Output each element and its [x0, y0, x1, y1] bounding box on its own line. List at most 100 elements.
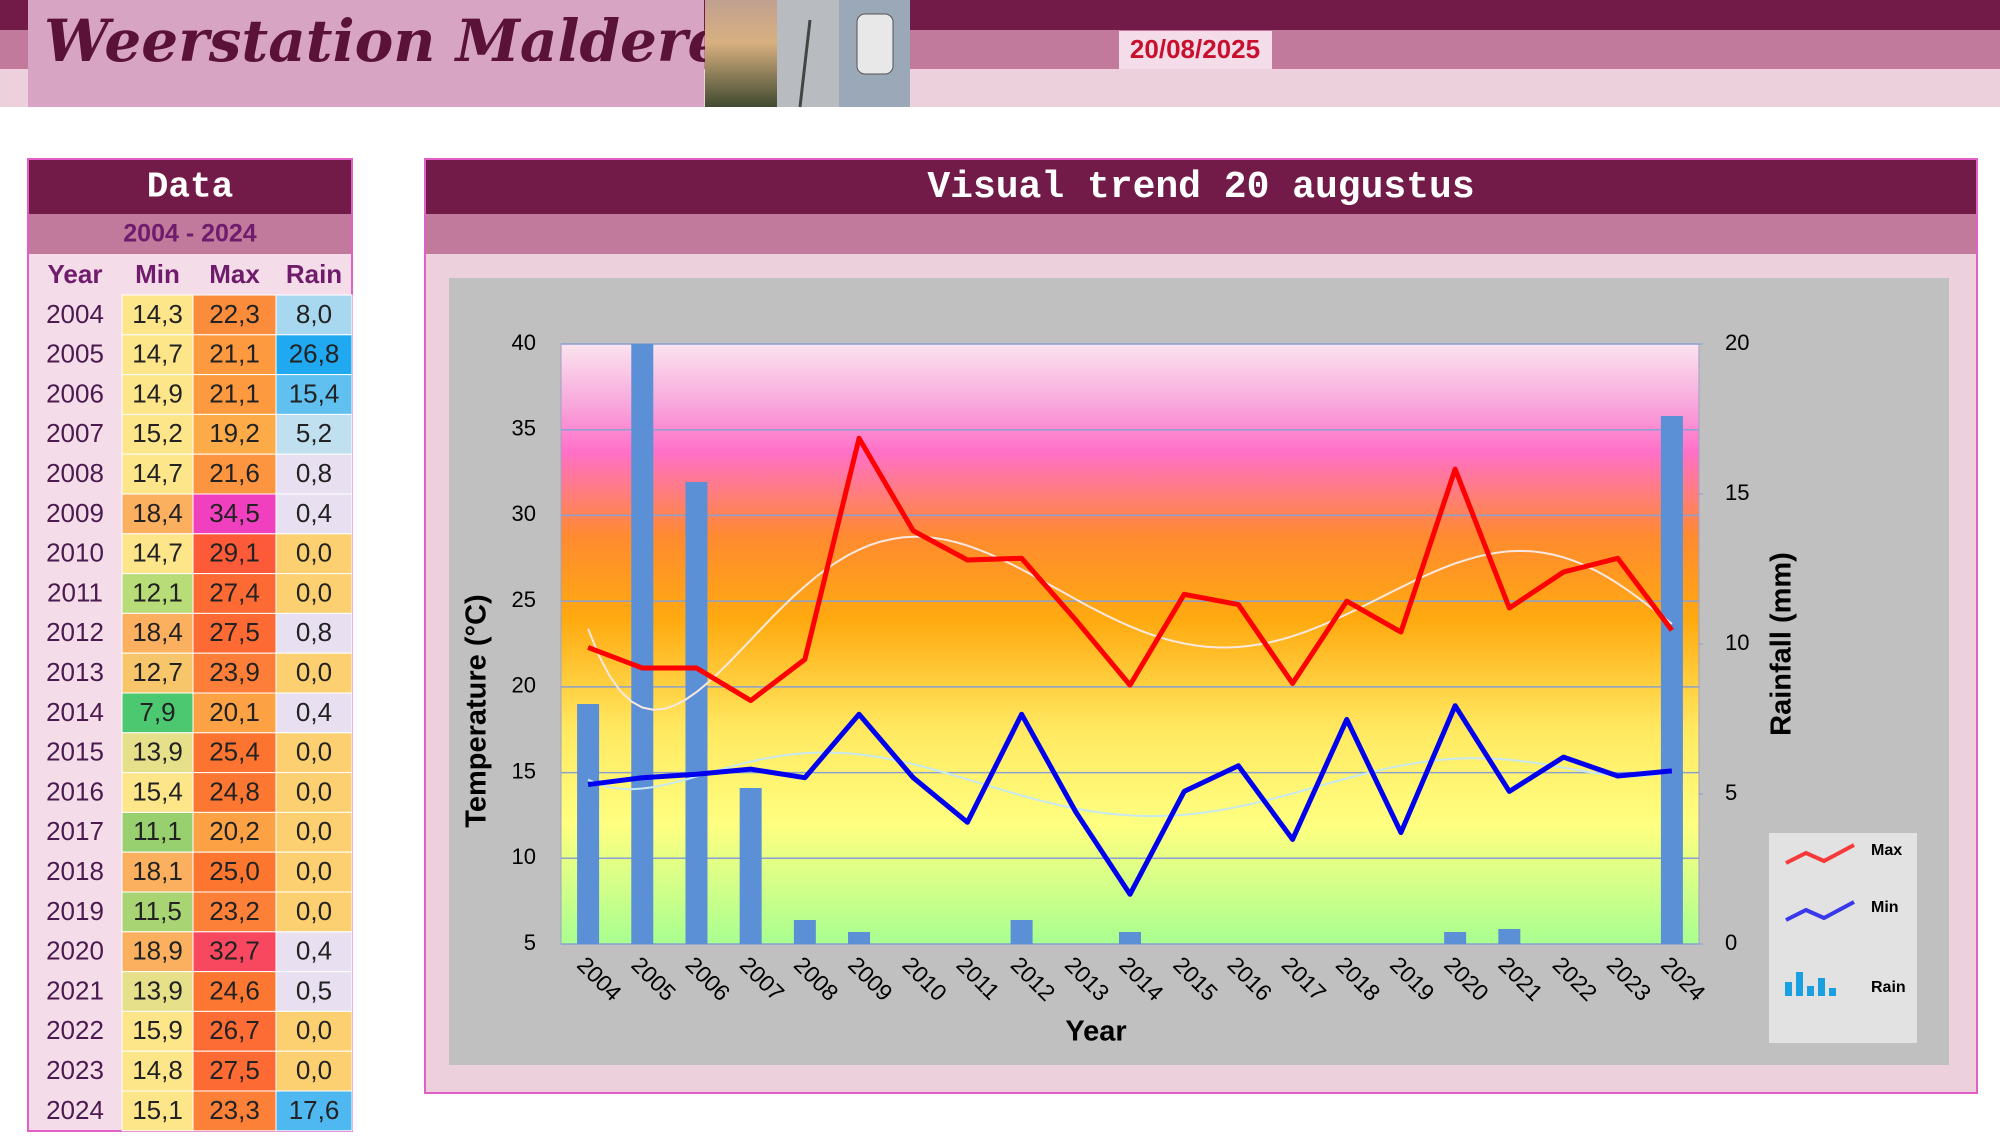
year-cell: 2015: [46, 737, 104, 767]
y-axis-title: Temperature (°C): [461, 594, 493, 827]
year-cell: 2018: [46, 856, 104, 886]
value-cell: 0,0: [296, 856, 332, 886]
value-cell: 23,9: [209, 657, 260, 687]
value-cell: 20,2: [209, 816, 260, 846]
x-axis-title: Year: [1065, 1016, 1126, 1048]
rain-bar: [1010, 920, 1033, 944]
year-cell: 2005: [46, 339, 104, 369]
value-cell: 32,7: [209, 936, 260, 966]
value-cell: 20,1: [209, 697, 260, 727]
table-title-band: [29, 160, 351, 214]
table-cell: [121, 931, 194, 973]
year-cell: 2014: [46, 697, 104, 727]
value-cell: 18,4: [132, 617, 183, 647]
value-cell: 11,1: [133, 816, 182, 846]
year-cell: 2017: [46, 816, 104, 846]
value-cell: 13,9: [132, 737, 183, 767]
rain-bar: [631, 344, 654, 944]
rain-bar: [685, 482, 708, 944]
legend-label: Rain: [1871, 979, 1906, 996]
table-cell: [121, 294, 194, 336]
y-tick-label: 5: [524, 930, 536, 955]
value-cell: 0,0: [296, 538, 332, 568]
value-cell: 0,0: [296, 577, 332, 607]
value-cell: 27,5: [209, 617, 260, 647]
table-cell: [192, 1050, 277, 1092]
y-tick-label: 40: [512, 330, 536, 355]
table-cell: [192, 692, 277, 734]
year-cell: 2024: [46, 1095, 104, 1125]
rain-bar: [577, 704, 600, 944]
value-cell: 17,6: [289, 1095, 340, 1125]
value-cell: 15,2: [132, 418, 183, 448]
table-cell: [275, 1010, 353, 1052]
year-cell: 2007: [46, 418, 104, 448]
y-tick-label: 20: [512, 673, 536, 698]
y2-tick-label: 20: [1725, 330, 1749, 355]
table-cell: [192, 374, 277, 415]
table-cell: [275, 334, 353, 376]
y-tick-label: 15: [512, 758, 536, 783]
table-cell: [192, 851, 277, 893]
rain-bar: [739, 788, 762, 944]
value-cell: 14,8: [132, 1055, 183, 1085]
table-cell: [275, 573, 353, 614]
value-cell: 11,5: [133, 896, 182, 926]
value-cell: 18,1: [132, 856, 183, 886]
table-cell: [275, 1050, 353, 1092]
rain-bar: [1444, 932, 1467, 944]
table-cell: [121, 1010, 194, 1052]
value-cell: 22,3: [209, 299, 260, 329]
table-subtitle: 2004 - 2024: [123, 220, 257, 248]
y2-tick-label: 15: [1725, 480, 1749, 505]
value-cell: 26,8: [289, 339, 340, 369]
table-cell: [275, 971, 353, 1012]
value-cell: 0,0: [296, 1055, 332, 1085]
trend-line: [587, 535, 1673, 711]
year-cell: 2016: [46, 776, 104, 806]
value-cell: 0,4: [296, 697, 332, 727]
legend-swatch: [1785, 900, 1855, 922]
table-cell: [121, 374, 194, 415]
value-cell: 15,9: [132, 1015, 183, 1045]
table-cell: [275, 1090, 353, 1132]
legend: [1769, 833, 1917, 1043]
value-cell: 0,8: [296, 458, 332, 488]
value-cell: 19,2: [209, 418, 260, 448]
value-cell: 21,1: [209, 339, 260, 369]
value-cell: 14,7: [132, 458, 183, 488]
value-cell: 23,2: [209, 896, 260, 926]
legend-swatch: [1807, 986, 1814, 996]
value-cell: 0,0: [296, 776, 332, 806]
photo-mast: [798, 19, 812, 108]
value-cell: 0,0: [296, 896, 332, 926]
table-cell: [275, 652, 353, 694]
value-cell: 8,0: [296, 299, 332, 329]
photo-shield: [856, 13, 894, 75]
year-cell: 2013: [46, 657, 104, 687]
value-cell: 26,7: [209, 1015, 260, 1045]
date: 20/08/2025: [1130, 34, 1260, 64]
table-cell: [275, 732, 353, 774]
value-cell: 23,3: [209, 1095, 260, 1125]
value-cell: 15,4: [289, 378, 340, 408]
table-cell: [121, 772, 194, 813]
value-cell: 27,5: [209, 1055, 260, 1085]
value-cell: 5,2: [296, 418, 332, 448]
table-cell: [275, 772, 353, 813]
legend-swatch: [1785, 843, 1855, 865]
value-cell: 15,1: [132, 1095, 183, 1125]
table-cell: [275, 493, 353, 535]
chart-subtitle-band: [426, 214, 1976, 254]
table-cell: [121, 692, 194, 734]
y2-tick-label: 10: [1725, 630, 1749, 655]
column-header: Year: [48, 259, 103, 289]
photo: [777, 0, 839, 107]
column-header: Min: [135, 259, 180, 289]
table-cell: [192, 413, 277, 455]
value-cell: 0,0: [296, 1015, 332, 1045]
year-cell: 2021: [46, 975, 104, 1005]
value-cell: 25,4: [209, 737, 260, 767]
value-cell: 7,9: [139, 697, 175, 727]
